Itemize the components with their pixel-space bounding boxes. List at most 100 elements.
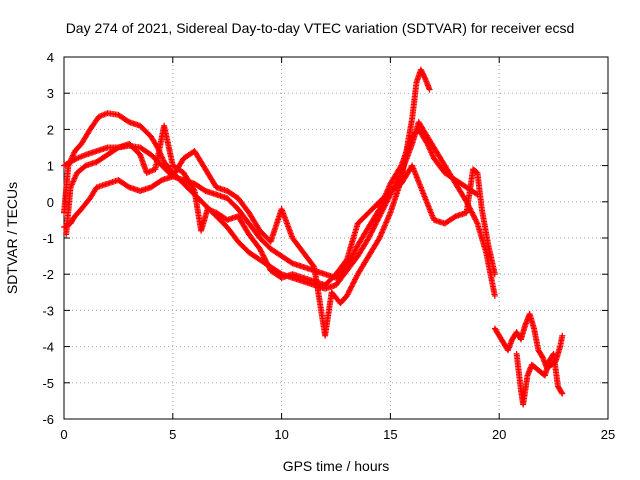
data-point-interp [384, 198, 390, 205]
data-point-interp [472, 216, 479, 223]
y-tick-label: 1 [47, 159, 54, 174]
x-tick-label: 15 [383, 427, 397, 442]
data-point-interp [342, 257, 349, 264]
data-point-interp [263, 259, 270, 266]
y-tick-label: -2 [42, 267, 54, 282]
data-point-interp [382, 201, 389, 208]
data-point-interp [369, 228, 376, 235]
data-point [559, 332, 566, 339]
data-point-interp [352, 247, 359, 254]
data-point-interp [349, 253, 356, 260]
data-point-interp [353, 273, 360, 280]
data-point-interp [473, 217, 480, 224]
y-tick-labels: 4 3 2 1 0 -1 -2 -3 -4 -5 -6 [42, 50, 54, 427]
data-point-interp [367, 230, 374, 237]
data-point-interp [258, 248, 265, 255]
data-point-interp [353, 244, 360, 251]
data-point [491, 292, 498, 299]
data-point-interp [471, 215, 478, 222]
y-tick-label: -6 [42, 412, 54, 427]
grid-lines [64, 57, 608, 419]
series-track-4 [63, 122, 498, 289]
data-point-interp [558, 389, 565, 396]
series-track-6 [513, 350, 566, 408]
x-tick-label: 5 [169, 427, 176, 442]
data-point-interp [371, 222, 378, 229]
data-point-interp [470, 212, 477, 219]
data-point-interp [351, 277, 358, 284]
y-tick-label: 0 [47, 195, 54, 210]
y-tick-label: -4 [42, 340, 54, 355]
data-point-interp [375, 236, 382, 243]
x-axis-label: GPS time / hours [283, 458, 390, 474]
y-tick-label: 3 [47, 86, 54, 101]
data-point-interp [344, 262, 351, 269]
data-point-interp [259, 251, 266, 258]
data-point-interp [190, 186, 197, 193]
data-point-interp [257, 247, 264, 254]
x-tick-label: 25 [601, 427, 615, 442]
data-point-interp [348, 283, 355, 290]
axis-ticks [63, 56, 609, 420]
data-point-interp [348, 254, 355, 261]
data-point-interp [372, 221, 379, 228]
x-tick-label: 10 [274, 427, 288, 442]
y-tick-label: -1 [42, 231, 54, 246]
data-point [491, 271, 498, 278]
data-point-interp [373, 220, 380, 227]
data-point-interp [265, 262, 271, 269]
data-point-interp [260, 252, 267, 259]
data-point-interp [352, 275, 359, 282]
data-point-interp [347, 284, 354, 291]
data-points [61, 66, 566, 408]
data-point-interp [471, 213, 478, 220]
data-point [365, 235, 372, 241]
y-tick-label: 4 [47, 50, 54, 65]
data-point-interp [264, 260, 271, 267]
y-axis-label: SDTVAR / TECUs [4, 182, 20, 294]
data-point-interp [347, 255, 354, 262]
data-point-interp [346, 287, 353, 294]
data-point-interp [469, 211, 476, 218]
x-tick-labels: 0 5 10 15 20 25 [60, 427, 615, 442]
data-point-interp [469, 209, 475, 216]
data-point-interp [371, 224, 378, 231]
data-point [559, 390, 566, 397]
series-track-3 [61, 66, 433, 339]
data-point-interp [261, 255, 268, 262]
data-point-interp [368, 229, 375, 236]
data-point-interp [262, 258, 269, 265]
data-point-interp [350, 280, 356, 287]
series-track-1 [61, 110, 498, 299]
data-point-interp [347, 286, 354, 293]
x-tick-label: 20 [492, 427, 506, 442]
data-point-interp [384, 196, 391, 203]
data-point-interp [352, 276, 359, 283]
data-point-interp [265, 263, 272, 270]
data-point-interp [367, 232, 373, 239]
data-point-interp [352, 246, 359, 253]
y-tick-label: 2 [47, 122, 54, 137]
data-point-interp [421, 74, 428, 81]
data-point-interp [351, 249, 358, 256]
data-point [426, 86, 433, 93]
data-point-interp [344, 291, 351, 298]
data-point-interp [262, 256, 269, 263]
data-point [343, 263, 350, 270]
series-track-2 [61, 126, 481, 281]
data-point-interp [258, 249, 265, 256]
data-point-interp [72, 156, 79, 163]
data-point-interp [345, 290, 352, 297]
data-point-interp [381, 202, 388, 209]
data-point-interp [366, 233, 373, 240]
data-point-interp [310, 262, 317, 269]
data-point-interp [350, 279, 357, 286]
y-tick-label: -5 [42, 376, 54, 391]
data-point-interp [260, 254, 267, 261]
y-tick-label: -3 [42, 303, 54, 318]
data-point [256, 245, 263, 252]
x-tick-label: 0 [60, 427, 67, 442]
data-point-interp [383, 199, 390, 206]
data-point-interp [349, 282, 356, 289]
